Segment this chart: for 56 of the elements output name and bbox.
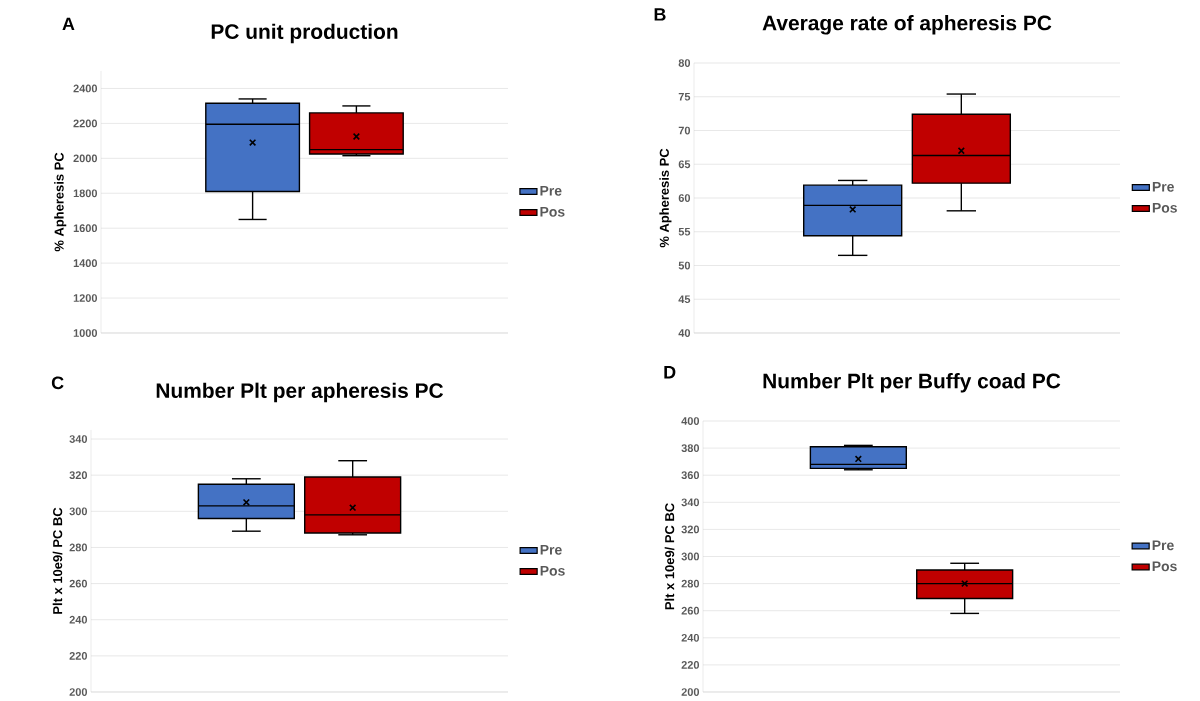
y-tick-label: 280 xyxy=(681,579,700,588)
y-tick-label: 220 xyxy=(681,661,700,669)
y-tick-label: 1600 xyxy=(73,224,98,233)
y-tick-label: 320 xyxy=(681,525,700,534)
y-tick-label: 380 xyxy=(681,444,700,452)
y-tick-label: 220 xyxy=(69,651,88,660)
chart-title: PC unit production xyxy=(211,23,398,44)
y-tick-label: 240 xyxy=(69,615,88,624)
y-tick-label: 1800 xyxy=(73,189,98,198)
y-tick-label: 50 xyxy=(678,261,691,270)
y-tick-label: 340 xyxy=(681,498,700,507)
legend-label: Pos xyxy=(540,206,565,217)
legend-label: Pre xyxy=(540,544,562,555)
legend-label: Pos xyxy=(540,565,565,576)
y-tick-label: 300 xyxy=(681,552,700,561)
y-tick-label: 55 xyxy=(678,227,691,236)
y-tick-label: 400 xyxy=(681,417,700,425)
y-tick-label: 65 xyxy=(678,160,691,169)
y-axis-title: % Apheresis PC xyxy=(54,152,67,252)
text: B xyxy=(654,8,666,21)
y-tick-label: 60 xyxy=(678,194,691,202)
y-tick-label: 45 xyxy=(678,295,691,304)
y-tick-label: 240 xyxy=(681,633,700,642)
y-tick-label: 200 xyxy=(69,688,88,696)
y-tick-label: 260 xyxy=(681,606,700,615)
legend-label: Pre xyxy=(1152,181,1174,192)
y-tick-label: 340 xyxy=(69,435,88,443)
text: C xyxy=(51,376,64,390)
legend-label: Pos xyxy=(1152,202,1177,213)
y-tick-label: 1200 xyxy=(73,294,98,302)
legend-label: Pos xyxy=(1152,561,1177,572)
text: D xyxy=(664,366,676,379)
legend-label: Pre xyxy=(540,185,562,196)
y-tick-label: 2200 xyxy=(73,119,98,128)
y-tick-label: 70 xyxy=(678,126,691,135)
legend-label: Pre xyxy=(1152,540,1174,551)
y-tick-label: 75 xyxy=(678,92,691,101)
y-tick-label: 320 xyxy=(69,471,88,480)
y-axis-title: Plt x 10e9/ PC BC xyxy=(52,507,63,614)
y-axis-title: % Apheresis PC xyxy=(659,148,672,248)
y-tick-label: 40 xyxy=(678,329,691,337)
y-tick-label: 260 xyxy=(69,579,88,588)
y-tick-label: 1400 xyxy=(73,259,98,268)
y-axis-title: Plt x 10e9/ PC BC xyxy=(664,503,675,610)
chart-title: Number Plt per apheresis PC xyxy=(156,382,444,403)
chart-title: Number Plt per Buffy coad PC xyxy=(763,373,1061,393)
y-tick-label: 1000 xyxy=(73,329,98,337)
y-tick-label: 300 xyxy=(69,507,88,516)
chart-title: Average rate of apheresis PC xyxy=(762,15,1052,35)
y-tick-label: 80 xyxy=(678,59,691,67)
text: A xyxy=(62,17,75,30)
y-tick-label: 2000 xyxy=(73,154,98,163)
y-tick-label: 200 xyxy=(681,688,700,696)
y-tick-label: 360 xyxy=(681,471,700,480)
y-tick-label: 2400 xyxy=(73,84,98,93)
y-tick-label: 280 xyxy=(69,543,88,552)
